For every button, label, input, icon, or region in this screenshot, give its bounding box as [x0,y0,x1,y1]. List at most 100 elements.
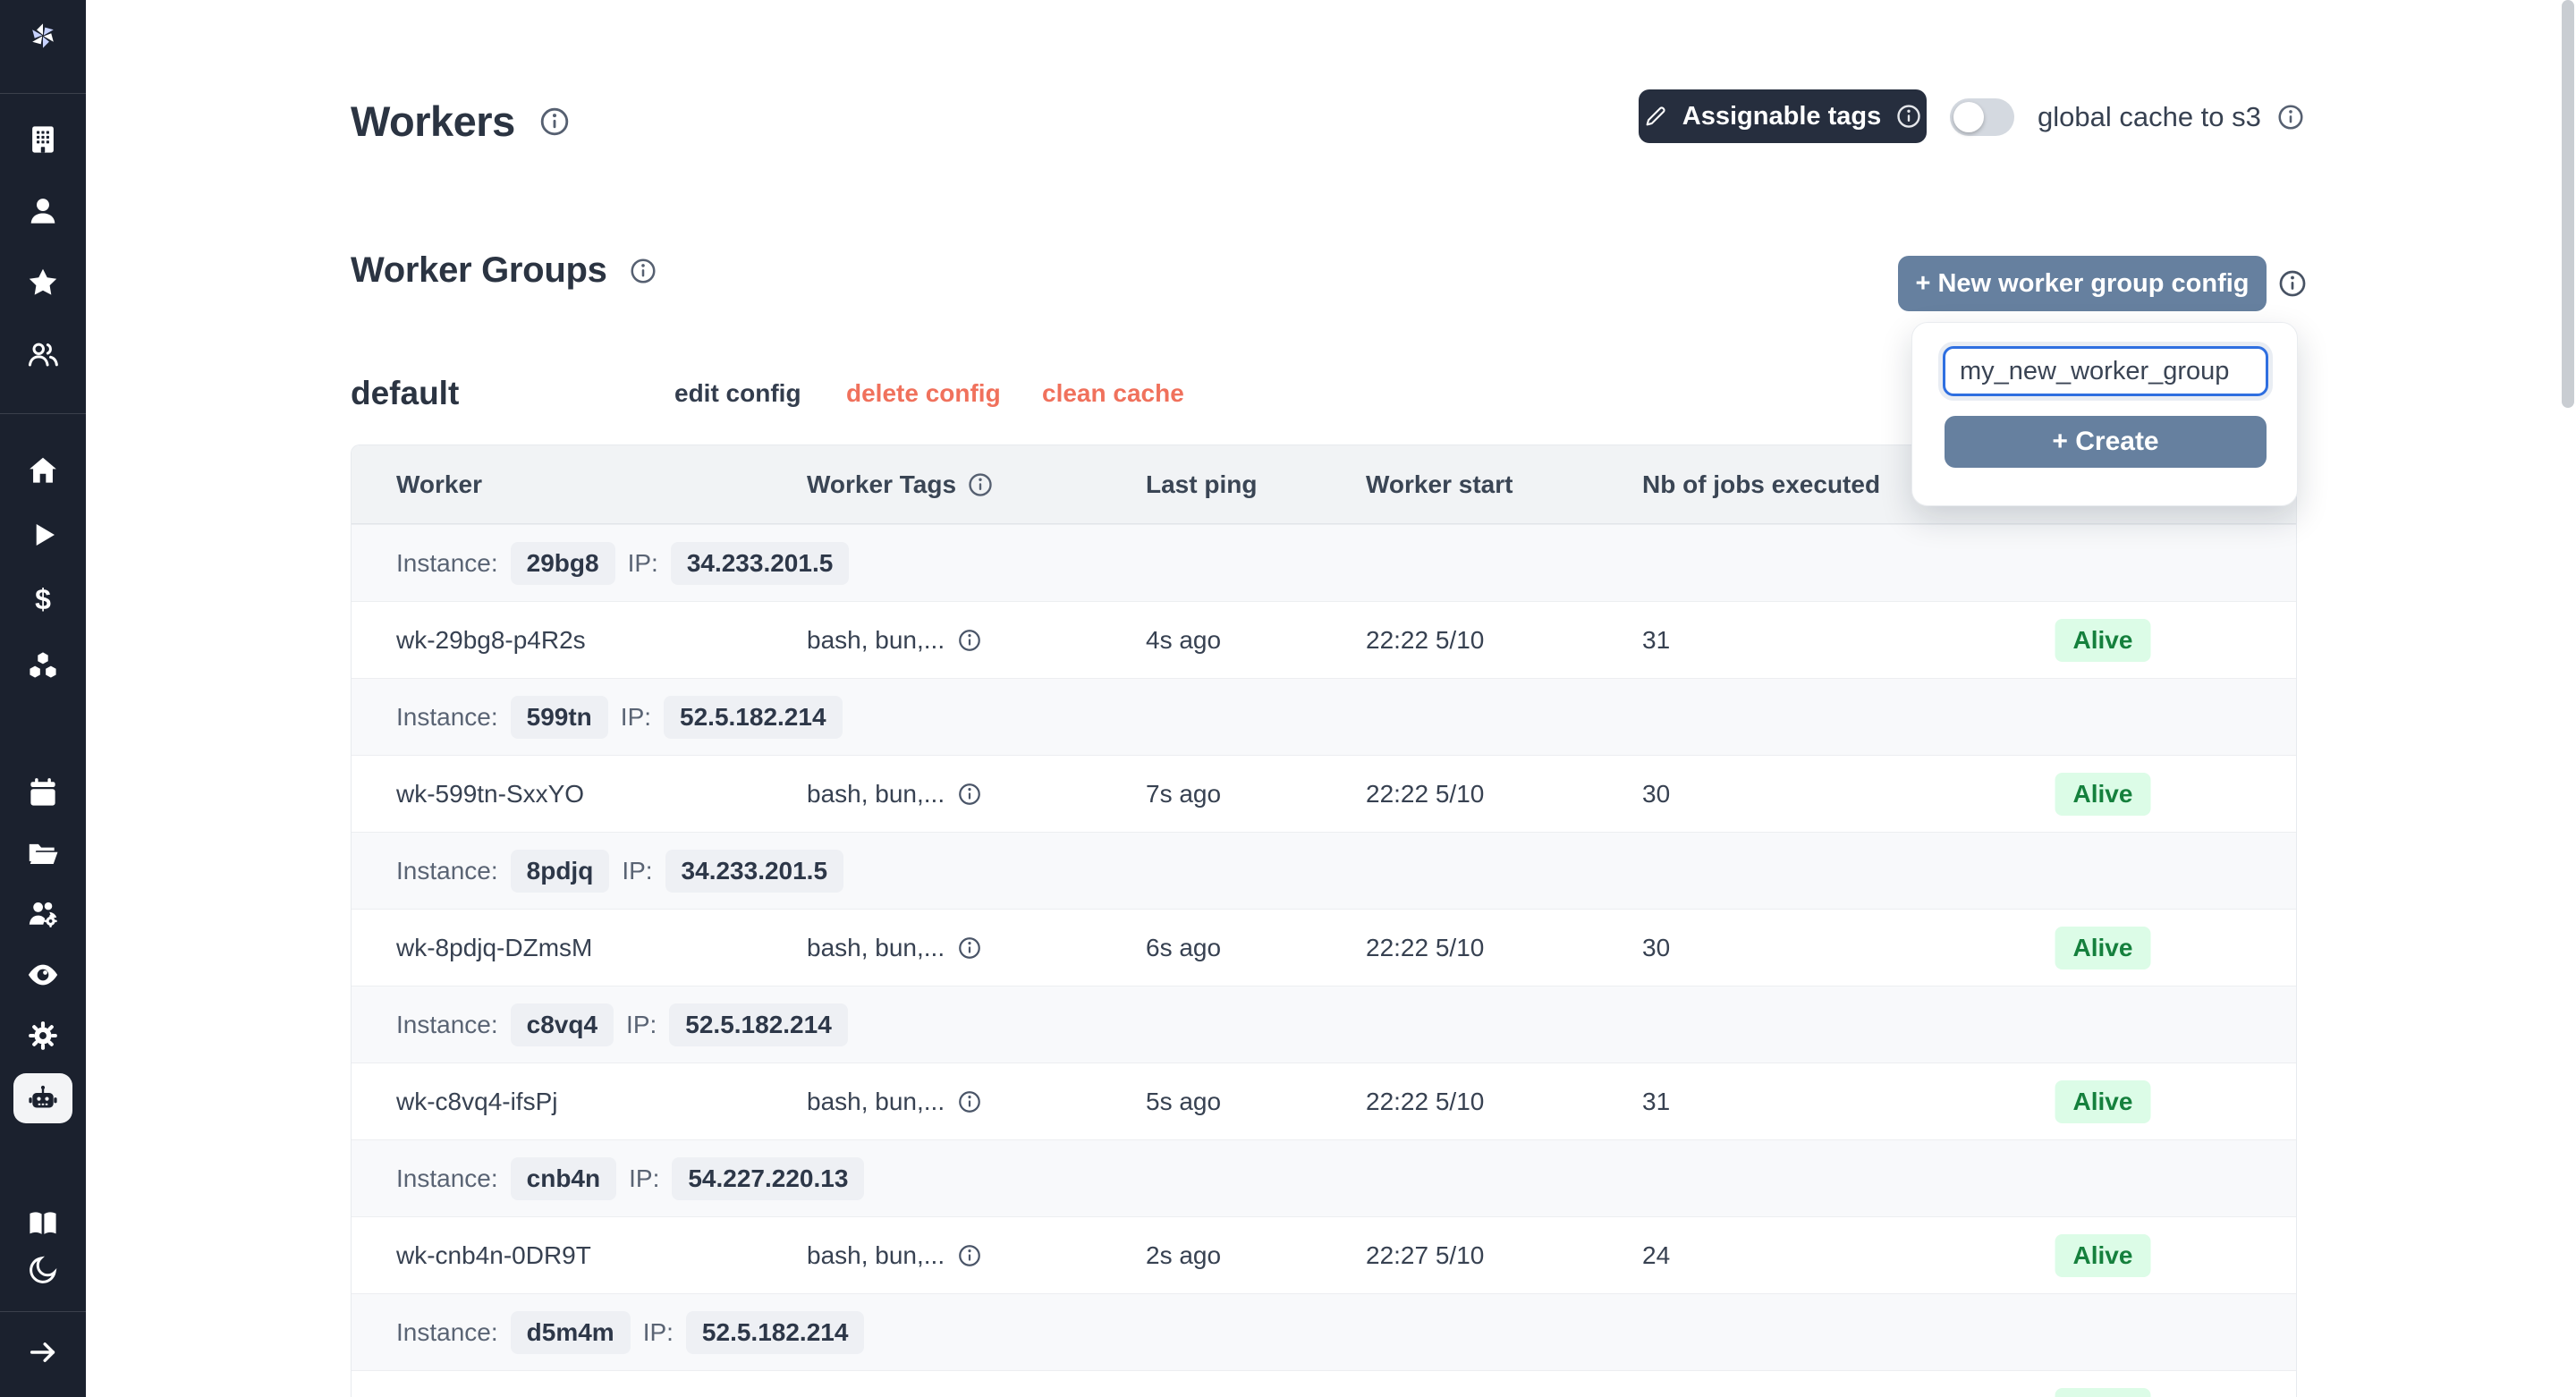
tags-info-icon[interactable] [957,1089,982,1114]
instance-row: Instance: cnb4n IP: 54.227.220.13 [352,1139,2296,1216]
instance-ip-badge: 34.233.201.5 [665,850,844,893]
worker-start: 22:27 5/10 [1366,1241,1485,1269]
moon-icon [30,1256,57,1283]
sidebar-item-favorites[interactable] [0,258,86,308]
sidebar-item-workers[interactable] [0,1073,86,1123]
star-icon [29,268,57,295]
sidebar-item-schedules[interactable] [0,767,86,817]
sidebar-item-resources[interactable] [0,640,86,690]
new-config-info-icon[interactable] [2277,268,2308,299]
group-name: default [351,375,460,411]
arrow-right-icon [30,1342,55,1362]
sidebar-divider [0,1311,86,1312]
sidebar-divider [0,93,86,94]
calendar-icon [30,778,55,806]
tags-info-icon[interactable] [957,1243,982,1268]
worker-groups-title: Worker Groups [351,250,607,290]
page-header: Workers [351,97,571,146]
users-icon [28,343,58,367]
tags-info-icon[interactable] [957,936,982,961]
instance-id-badge: 599tn [510,696,608,739]
robot-icon [29,1085,57,1108]
col-header-worker-start: Worker start [1366,470,1513,498]
worker-tags: bash, bun,... [807,1241,945,1269]
worker-row: wk-cnb4n-0DR9T bash, bun,... 2s ago 22:2… [352,1216,2296,1293]
instance-row: Instance: d5m4m IP: 52.5.182.214 [352,1293,2296,1370]
sidebar-item-home[interactable] [0,445,86,495]
worker-tags: bash, bun,... [807,1395,945,1397]
new-worker-group-config-button[interactable]: + New worker group config [1898,256,2267,311]
sidebar-item-user[interactable] [0,186,86,236]
instance-id-badge: cnb4n [510,1157,617,1200]
status-badge: Alive [2055,773,2151,816]
worker-tags: bash, bun,... [807,780,945,808]
instance-id-badge: c8vq4 [510,1003,614,1046]
last-ping: 5s ago [1146,1371,1221,1397]
worker-start: 22:22 5/10 [1366,780,1485,808]
worker-start: 22:22 5/10 [1366,626,1485,654]
sidebar-item-groups[interactable] [0,329,86,379]
sidebar-item-runs[interactable] [0,510,86,560]
worker-tags: bash, bun,... [807,1088,945,1115]
global-cache-toggle[interactable] [1950,98,2014,136]
group-header-row: default edit config delete config clean … [351,365,2297,422]
worker-tags: bash, bun,... [807,934,945,961]
worker-start: 22:22 5/10 [1366,1088,1485,1115]
assignable-tags-label: Assignable tags [1682,101,1882,131]
page-scrollbar-thumb[interactable] [2562,0,2574,408]
status-badge: Alive [2055,1234,2151,1277]
instance-row: Instance: 29bg8 IP: 34.233.201.5 [352,524,2296,601]
windmill-logo-icon [32,23,54,48]
sidebar-divider [0,413,86,414]
sidebar-expand-button[interactable] [0,1327,86,1377]
worker-groups-info-icon[interactable] [629,257,657,285]
tags-info-icon[interactable] [957,782,982,807]
clean-cache-link[interactable]: clean cache [1042,379,1184,407]
last-ping: 5s ago [1146,1088,1222,1115]
col-header-last-ping: Last ping [1146,470,1258,498]
col-header-worker-tags: Worker Tags [807,445,994,524]
global-cache-label: global cache to s3 [2038,101,2261,132]
last-ping: 2s ago [1146,1241,1222,1269]
assignable-tags-info-icon[interactable] [1895,103,1922,130]
edit-config-link[interactable]: edit config [674,379,801,407]
status-badge: Alive [2055,1388,2151,1397]
delete-config-link[interactable]: delete config [846,379,1001,407]
instance-ip-badge: 52.5.182.214 [685,1311,865,1354]
worker-name: wk-c8vq4-ifsPj [396,1088,558,1115]
worker-row: wk-8pdjq-DZmsM bash, bun,... 6s ago 22:2… [352,909,2296,986]
jobs-executed: 30 [1642,934,1671,961]
create-worker-group-button[interactable]: + Create [1945,416,2267,468]
worker-groups-header: Worker Groups [351,250,657,291]
workers-info-icon[interactable] [538,106,571,138]
worker-name: wk-29bg8-p4R2s [396,626,586,654]
sidebar-item-workspace[interactable] [0,114,86,165]
jobs-executed: 24 [1642,1241,1671,1269]
sidebar-item-theme-toggle[interactable] [0,1245,86,1295]
col-header-worker: Worker [396,470,482,498]
home-icon [30,457,56,483]
worker-group-name-input[interactable] [1943,346,2268,396]
sidebar-item-variables[interactable]: $ [0,574,86,624]
assignable-tags-button[interactable]: Assignable tags [1639,89,1927,143]
worker-name: wk-599tn-SxxYO [396,780,585,808]
sidebar-logo[interactable] [0,11,86,61]
pencil-icon [1646,106,1665,126]
worker-row: wk-c8vq4-ifsPj bash, bun,... 5s ago 22:2… [352,1063,2296,1139]
worker-row: wk-599tn-SxxYO bash, bun,... 7s ago 22:2… [352,755,2296,832]
sidebar-item-audit-logs[interactable] [0,950,86,1000]
last-ping: 7s ago [1146,780,1222,808]
global-cache-info-icon[interactable] [2276,103,2305,131]
worker-tags-info-icon[interactable] [967,471,994,498]
sidebar-item-workers-admin[interactable] [0,889,86,939]
eye-icon [28,964,58,986]
sidebar-item-folders[interactable] [0,828,86,878]
status-badge: Alive [2055,927,2151,969]
sidebar-item-docs[interactable] [0,1198,86,1249]
jobs-executed: 31 [1642,1088,1671,1115]
sidebar-active-indicator [13,1073,72,1123]
sidebar-item-settings[interactable] [0,1011,86,1061]
ip-label: IP: [627,549,658,577]
tags-info-icon[interactable] [957,628,982,653]
